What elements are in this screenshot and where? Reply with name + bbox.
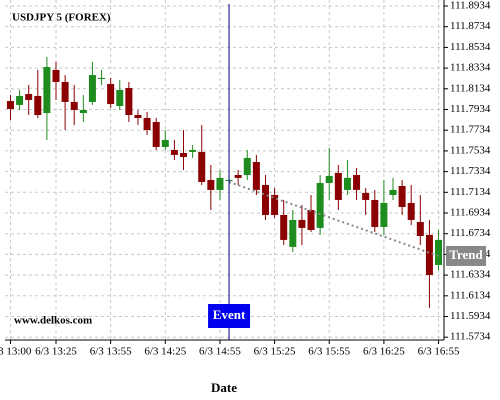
y-tick-label: 111.8934 — [450, 0, 491, 12]
y-tick-label: 111.6934 — [450, 207, 491, 219]
x-tick-label: 6/3 14:25 — [144, 346, 186, 358]
candle-body — [261, 184, 269, 215]
candle-body — [170, 149, 178, 155]
x-tick-label: 6/3 13:25 — [35, 346, 77, 358]
x-tick-label: 6/3 13:55 — [90, 346, 132, 358]
candle-body — [252, 161, 260, 190]
candle-body — [343, 177, 351, 190]
candle-body — [79, 110, 87, 114]
y-tick-label: 111.8734 — [450, 20, 491, 32]
candle-body — [389, 189, 397, 195]
candle-body — [425, 234, 433, 276]
candle-body — [52, 69, 60, 82]
candle-body — [70, 101, 78, 111]
y-tick-label: 111.7534 — [450, 144, 491, 156]
trend-label-box — [446, 245, 486, 266]
event-box — [208, 304, 251, 328]
candle-body — [43, 66, 51, 114]
candle-body — [334, 172, 342, 200]
x-axis-label: Date — [211, 380, 237, 395]
y-tick-label: 111.6134 — [450, 289, 491, 301]
x-tick-label: 6/3 14:55 — [199, 346, 241, 358]
candle-body — [189, 149, 197, 152]
candle-body — [353, 175, 361, 190]
candle-body — [234, 175, 242, 178]
x-tick-label: 6/3 13:00 — [0, 346, 32, 358]
y-tick-label: 111.8334 — [450, 62, 491, 74]
x-tick-label: 6/3 16:55 — [418, 346, 460, 358]
candle-body — [61, 81, 69, 102]
candle-body — [380, 202, 388, 227]
candle-body — [307, 210, 315, 230]
candle-body — [107, 83, 115, 105]
candle-body — [243, 157, 251, 176]
candle-body — [161, 139, 169, 147]
x-tick-label: 6/3 15:25 — [254, 346, 296, 358]
candle-body — [134, 114, 142, 118]
candle-body — [325, 175, 333, 183]
candle-body — [416, 222, 424, 236]
candle-body — [371, 199, 379, 227]
candle-body — [398, 185, 406, 208]
candle-body — [25, 93, 33, 100]
chart-title: USDJPY 5 (FOREX) — [12, 12, 111, 24]
y-tick-label: 111.7134 — [450, 186, 491, 198]
y-tick-label: 111.7334 — [450, 165, 491, 177]
y-tick-label: 111.6334 — [450, 269, 491, 281]
candle-body — [289, 219, 297, 247]
candle-body — [316, 182, 324, 228]
event-label: Event — [213, 307, 246, 322]
y-tick-label: 111.8134 — [450, 82, 491, 94]
candle-body — [6, 101, 14, 109]
candle-body — [362, 192, 370, 200]
trend-label: Trend — [449, 247, 483, 262]
candle-body — [152, 122, 160, 147]
candle-body — [34, 95, 42, 115]
candle-body — [407, 202, 415, 220]
y-tick-label: 111.6734 — [450, 227, 491, 239]
candle-body — [98, 77, 106, 79]
candle-body — [280, 214, 288, 240]
trend-line — [228, 181, 439, 257]
candle-body — [216, 177, 224, 190]
x-tick-label: 6/3 16:25 — [363, 346, 405, 358]
candle-body — [198, 151, 206, 182]
candle-body — [143, 117, 151, 130]
y-tick-label: 111.7734 — [450, 124, 491, 136]
candle-body — [207, 179, 215, 190]
watermark: www.delkos.com — [14, 315, 92, 327]
y-tick-label: 111.5934 — [450, 310, 491, 322]
candle-body — [125, 87, 133, 115]
y-tick-label: 111.7934 — [450, 103, 491, 115]
y-tick-label: 111.8534 — [450, 41, 491, 53]
candle-body — [180, 152, 188, 158]
candle-body — [298, 219, 306, 228]
candle-body — [16, 95, 24, 105]
y-tick-label: 111.5734 — [450, 331, 491, 343]
candle-body — [88, 75, 96, 102]
plot — [5, 0, 444, 340]
candle-body — [116, 89, 124, 106]
candle-body — [435, 239, 443, 265]
candle-body — [271, 194, 279, 215]
x-tick-label: 6/3 15:55 — [308, 346, 350, 358]
